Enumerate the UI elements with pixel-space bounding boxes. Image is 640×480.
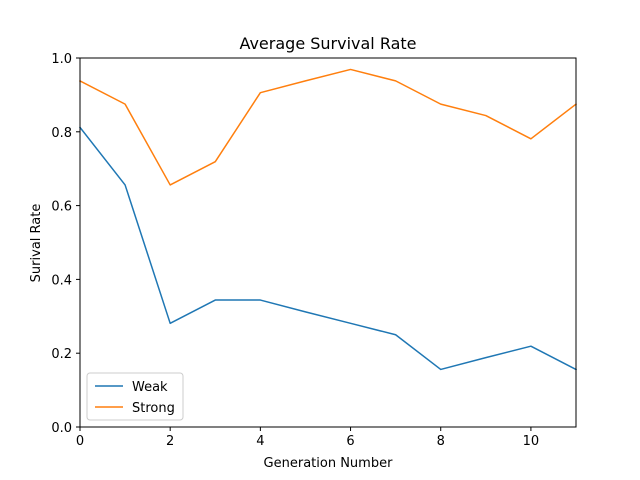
x-tick-label: 4 xyxy=(256,434,264,449)
x-tick-label: 0 xyxy=(76,434,84,449)
series-layer xyxy=(78,68,578,371)
y-tick-label: 0.6 xyxy=(51,200,72,215)
y-tick-label: 0.0 xyxy=(51,421,72,436)
y-tick-label: 0.4 xyxy=(51,273,72,288)
legend: Weak Strong xyxy=(86,372,184,421)
y-axis-label: Surival Rate xyxy=(29,204,44,283)
chart-title: Average Survival Rate xyxy=(239,34,416,53)
plot-frame xyxy=(79,57,577,428)
x-tick-label: 2 xyxy=(166,434,174,449)
y-tick-label: 0.2 xyxy=(51,347,72,362)
x-axis-ticks: 0 2 4 6 8 10 xyxy=(76,427,539,449)
y-axis-ticks: 0.0 0.2 0.4 0.6 0.8 1.0 xyxy=(51,52,80,436)
y-tick-label: 0.8 xyxy=(51,126,72,141)
y-tick-label: 1.0 xyxy=(51,52,72,67)
x-tick-label: 6 xyxy=(346,434,354,449)
x-tick-label: 8 xyxy=(437,434,445,449)
legend-box xyxy=(86,372,184,421)
legend-label-strong: Strong xyxy=(132,401,175,416)
legend-label-weak: Weak xyxy=(132,380,168,395)
series-line-weak xyxy=(78,126,578,371)
x-axis-label: Generation Number xyxy=(264,456,394,471)
series-line-strong xyxy=(78,68,578,186)
x-tick-label: 10 xyxy=(523,434,540,449)
